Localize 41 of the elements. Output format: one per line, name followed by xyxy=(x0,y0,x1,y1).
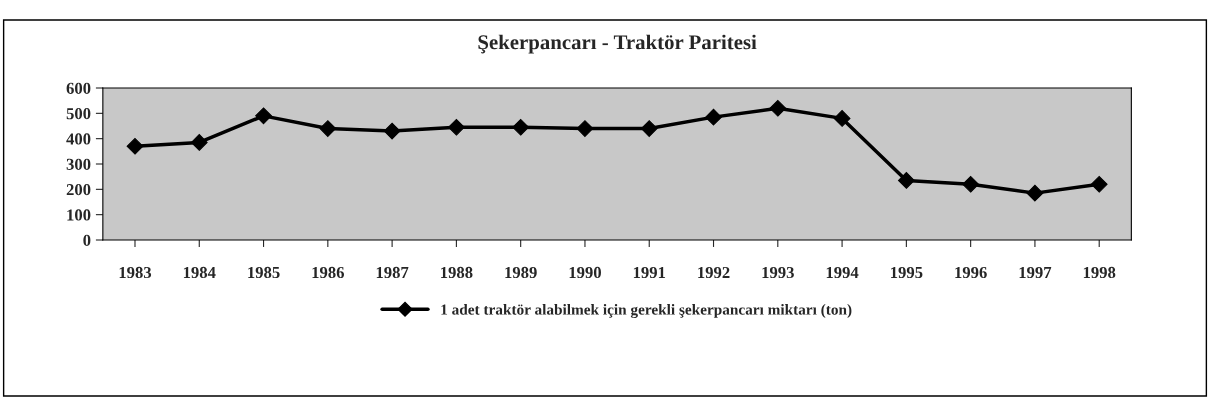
point xyxy=(705,108,722,126)
point xyxy=(897,172,915,189)
y-tick-label: 100 xyxy=(67,209,91,221)
legend-label: 1 adet traktör alabilmek için gerekli şekerpancarı miktarı (ton) xyxy=(441,304,852,318)
y-tick-label: 400 xyxy=(66,133,91,145)
point xyxy=(448,118,465,136)
x-tick-label: 1992 xyxy=(698,266,730,279)
x-tick-label: 1987 xyxy=(376,266,409,279)
x-tick-label: 1998 xyxy=(1083,266,1116,279)
x-tick-label: 1996 xyxy=(955,266,987,279)
x-tick-label: 1989 xyxy=(505,266,537,279)
x-tick-label: 1993 xyxy=(762,266,794,279)
x-tick-label: 1984 xyxy=(183,266,216,279)
point xyxy=(576,120,594,137)
point xyxy=(640,120,658,137)
y-tick-label: 600 xyxy=(66,82,91,94)
point xyxy=(1026,184,1044,202)
point xyxy=(126,137,144,155)
y-tick-label: 200 xyxy=(66,184,91,196)
point xyxy=(962,175,980,193)
y-tick-label: 0 xyxy=(83,234,91,246)
point xyxy=(190,134,208,151)
x-tick-label: 1985 xyxy=(248,266,280,279)
chart-title: Şekerpancarı - Traktör Paritesi xyxy=(478,34,757,54)
y-tick-label: 500 xyxy=(66,108,91,120)
x-tick-label: 1997 xyxy=(1019,266,1052,279)
point xyxy=(255,107,272,125)
y-tick-label: 300 xyxy=(66,158,91,170)
point xyxy=(769,99,787,117)
x-tick-label: 1990 xyxy=(569,266,601,279)
point xyxy=(833,110,851,127)
point xyxy=(1090,175,1108,193)
point xyxy=(512,118,530,136)
point xyxy=(319,120,337,137)
x-tick-label: 1988 xyxy=(441,266,473,279)
x-tick-label: 1995 xyxy=(891,266,923,279)
x-tick-label: 1986 xyxy=(312,266,345,279)
x-tick-label: 1994 xyxy=(826,266,859,279)
x-tick-label: 1991 xyxy=(633,266,666,279)
point xyxy=(383,122,401,140)
x-tick-label: 1983 xyxy=(119,266,152,279)
